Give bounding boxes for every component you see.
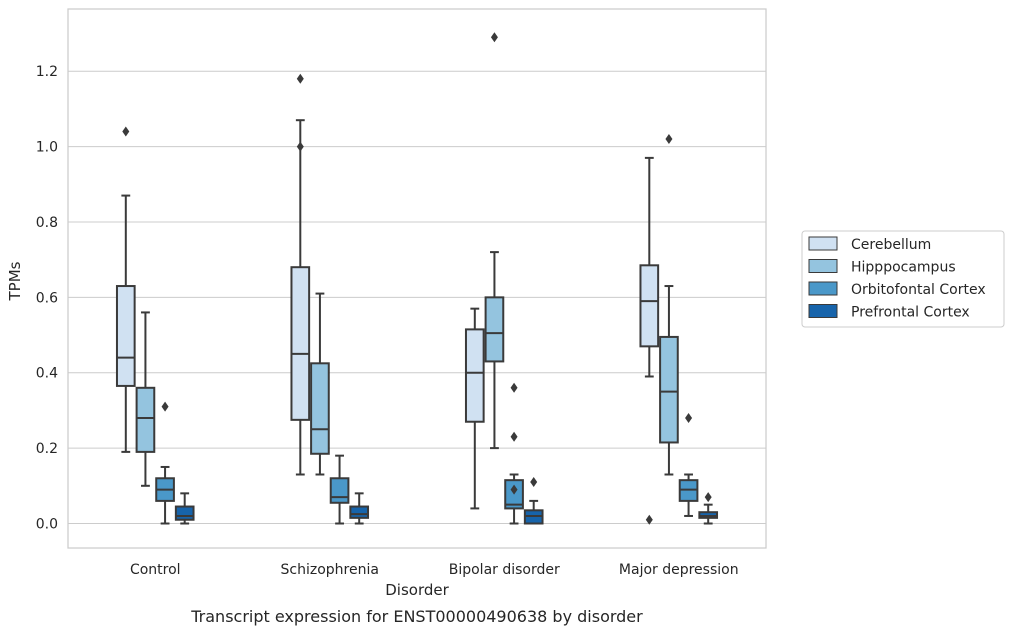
chart-caption: Transcript expression for ENST0000049063… [190,607,643,626]
y-tick-label: 0.8 [36,215,58,231]
boxes-layer [115,32,719,525]
box-1-1 [310,292,330,476]
box-0-1 [135,311,156,487]
y-tick-label: 1.0 [36,140,58,156]
box-3-1 [659,134,679,476]
box-3-3 [698,492,719,525]
gridlines [68,70,766,524]
box-0-2 [155,401,175,525]
iqr-box [349,505,370,519]
box-0-0 [115,126,136,453]
outlier-point [510,484,518,495]
iqr-box [174,505,195,521]
box-2-0 [464,307,485,510]
legend-swatch [808,259,838,273]
legend-swatch [808,304,838,318]
legend-label: Orbitofontal Cortex [851,282,986,298]
outlier-point [122,126,130,137]
legend: Cerebellum Hipppocampus Orbitofontal Corte… [801,230,1005,328]
legend-swatch [808,281,838,296]
outlier-point [296,73,304,84]
box-1-2 [329,454,350,525]
box-2-3 [523,477,544,525]
iqr-box [639,264,660,348]
box-2-1 [484,32,505,450]
box-1-0 [290,73,311,476]
x-tick-label: Control [130,562,181,578]
iqr-box [659,335,679,444]
outlier-point [510,431,518,442]
box-3-0 [639,156,660,525]
iqr-box [115,285,136,387]
box-0-3 [174,492,195,525]
y-tick-labels: 0.0 0.2 0.4 0.6 0.8 1.0 1.2 [36,64,58,532]
legend-swatch [808,236,838,251]
x-tick-label: Bipolar disorder [449,562,560,578]
y-tick-label: 1.2 [36,64,58,80]
y-tick-label: 0.0 [36,517,58,533]
x-axis-label: Disorder [385,581,449,599]
box-1-3 [349,492,370,525]
legend-frame [801,230,1005,328]
legend-label: Cerebellum [851,237,931,253]
outlier-point [685,412,693,423]
x-tick-labels: Control Schizophrenia Bipolar disorder Majo… [130,562,739,578]
legend-label: Hipppocampus [851,260,956,276]
iqr-box [290,266,311,421]
iqr-box [135,386,156,453]
y-axis-label: TPMs [6,261,24,301]
x-tick-label: Schizophrenia [281,562,379,578]
outlier-point [704,492,712,503]
outlier-point [530,477,538,488]
iqr-box [329,477,350,504]
plot-frame [67,8,767,549]
iqr-box [484,296,505,363]
box-2-2 [504,382,524,525]
outlier-point [161,401,169,412]
outlier-point [490,32,498,43]
iqr-box [310,362,330,455]
box-3-2 [678,412,699,517]
outlier-point [510,382,518,393]
outlier-point [665,134,673,145]
outlier-point [296,141,304,152]
x-tick-label: Major depression [619,562,739,578]
y-tick-label: 0.4 [36,366,58,382]
legend-label: Prefrontal Cortex [851,305,970,321]
y-tick-label: 0.2 [36,441,58,457]
y-tick-label: 0.6 [36,290,58,306]
iqr-box [464,328,485,423]
outlier-point [645,514,653,525]
